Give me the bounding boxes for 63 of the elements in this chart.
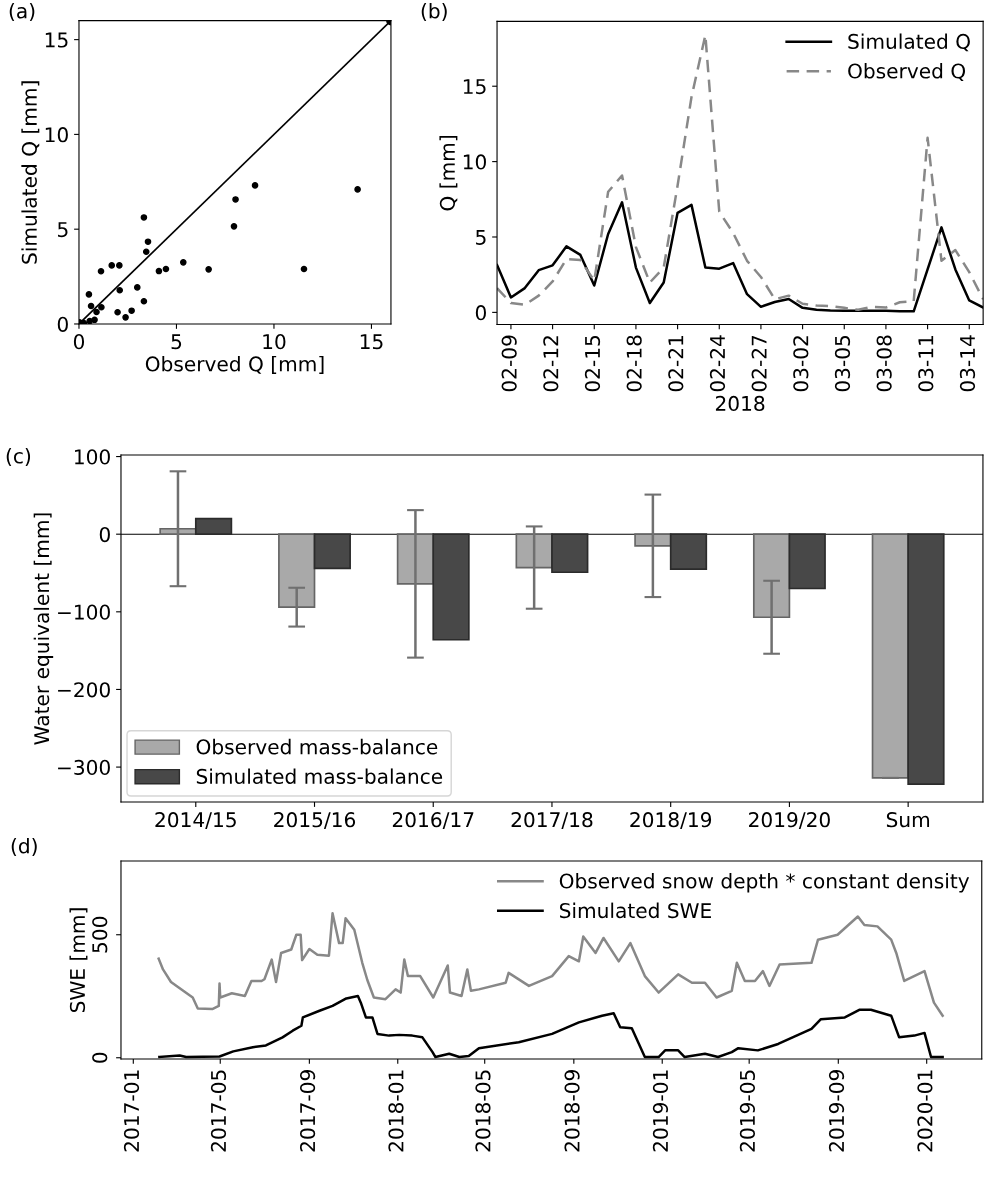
x-tick-label: 2019-09 (828, 1070, 845, 1152)
x-tick-label: 02-09 (501, 335, 517, 392)
legend-label: Simulated mass-balance (196, 768, 443, 785)
chart-title: (b) (421, 3, 447, 21)
x-tick-label: 03-08 (876, 335, 892, 392)
x-tick-label: 5 (171, 334, 182, 350)
x-tick-label: 15 (360, 334, 383, 350)
x-tick-label: 2017-05 (210, 1070, 227, 1152)
x-tick-label: Sum (886, 812, 930, 828)
x-tick-label: 02-18 (626, 335, 642, 392)
legend-label: Observed mass-balance (196, 738, 438, 755)
x-tick-label: 10 (263, 334, 286, 350)
x-tick-label: 2019-01 (652, 1070, 669, 1152)
x-tick-label: 2017/18 (511, 812, 593, 829)
x-tick-label: 2017-09 (299, 1070, 316, 1152)
y-tick-label: −100 (58, 604, 110, 620)
y-tick-label: 100 (75, 449, 110, 465)
chart-title: (c) (6, 448, 31, 466)
x-tick-label: 2020-01 (917, 1070, 933, 1152)
y-tick-label: 0 (92, 1052, 108, 1063)
y-tick-label: 0 (99, 526, 110, 543)
x-tick-label: 03-02 (793, 336, 809, 392)
x-axis-title: 2018 (715, 395, 765, 412)
x-tick-label: 2014/15 (155, 812, 236, 829)
y-tick-label: 15 (45, 32, 68, 48)
x-tick-label: 2015/16 (274, 812, 356, 829)
y-tick-label: −200 (58, 682, 110, 698)
y-tick-label: 10 (45, 127, 68, 143)
x-tick-label: 2018/19 (630, 812, 712, 829)
chart-title: (d) (11, 838, 37, 856)
x-axis-title: Observed Q [mm] (145, 355, 324, 374)
x-tick-label: 02-15 (584, 335, 601, 392)
y-axis-title: SWE [mm] (69, 908, 88, 1013)
x-tick-label: 02-24 (709, 335, 726, 392)
x-tick-label: 02-21 (668, 336, 684, 392)
chart-title: (a) (9, 3, 35, 21)
x-tick-label: 02-12 (543, 336, 559, 392)
x-tick-label: 2019-05 (739, 1070, 756, 1152)
y-tick-label: 0 (57, 316, 68, 332)
y-tick-label: 15 (463, 79, 486, 95)
x-tick-label: 2017-01 (123, 1070, 140, 1152)
x-tick-label: 2018-09 (564, 1070, 580, 1152)
legend-label: Observed snow depth * constant density (559, 873, 970, 893)
x-tick-label: 02-27 (751, 335, 767, 392)
legend-label: Simulated Q (848, 33, 970, 52)
y-axis-title: Water equivalent [mm] (33, 513, 54, 745)
x-tick-label: 2018-01 (388, 1070, 404, 1152)
y-tick-label: 5 (476, 229, 486, 245)
y-tick-label: 0 (475, 305, 486, 321)
y-tick-label: 5 (58, 222, 68, 238)
x-tick-label: 03-05 (834, 335, 851, 392)
legend-label: Simulated SWE (559, 902, 711, 919)
x-tick-label: 2018-05 (475, 1070, 491, 1152)
y-axis-title: Simulated Q [mm] (21, 81, 40, 264)
x-tick-label: 2019/20 (749, 812, 830, 829)
legend-label: Observed Q (848, 63, 966, 81)
y-tick-label: 500 (92, 916, 108, 953)
x-tick-label: 03-11 (918, 336, 934, 392)
y-axis-title: Q [mm] (439, 136, 458, 211)
x-tick-label: 03-14 (959, 335, 976, 392)
y-tick-label: −300 (58, 759, 110, 776)
y-tick-label: 10 (463, 154, 486, 170)
x-tick-label: 2016/17 (392, 812, 474, 829)
